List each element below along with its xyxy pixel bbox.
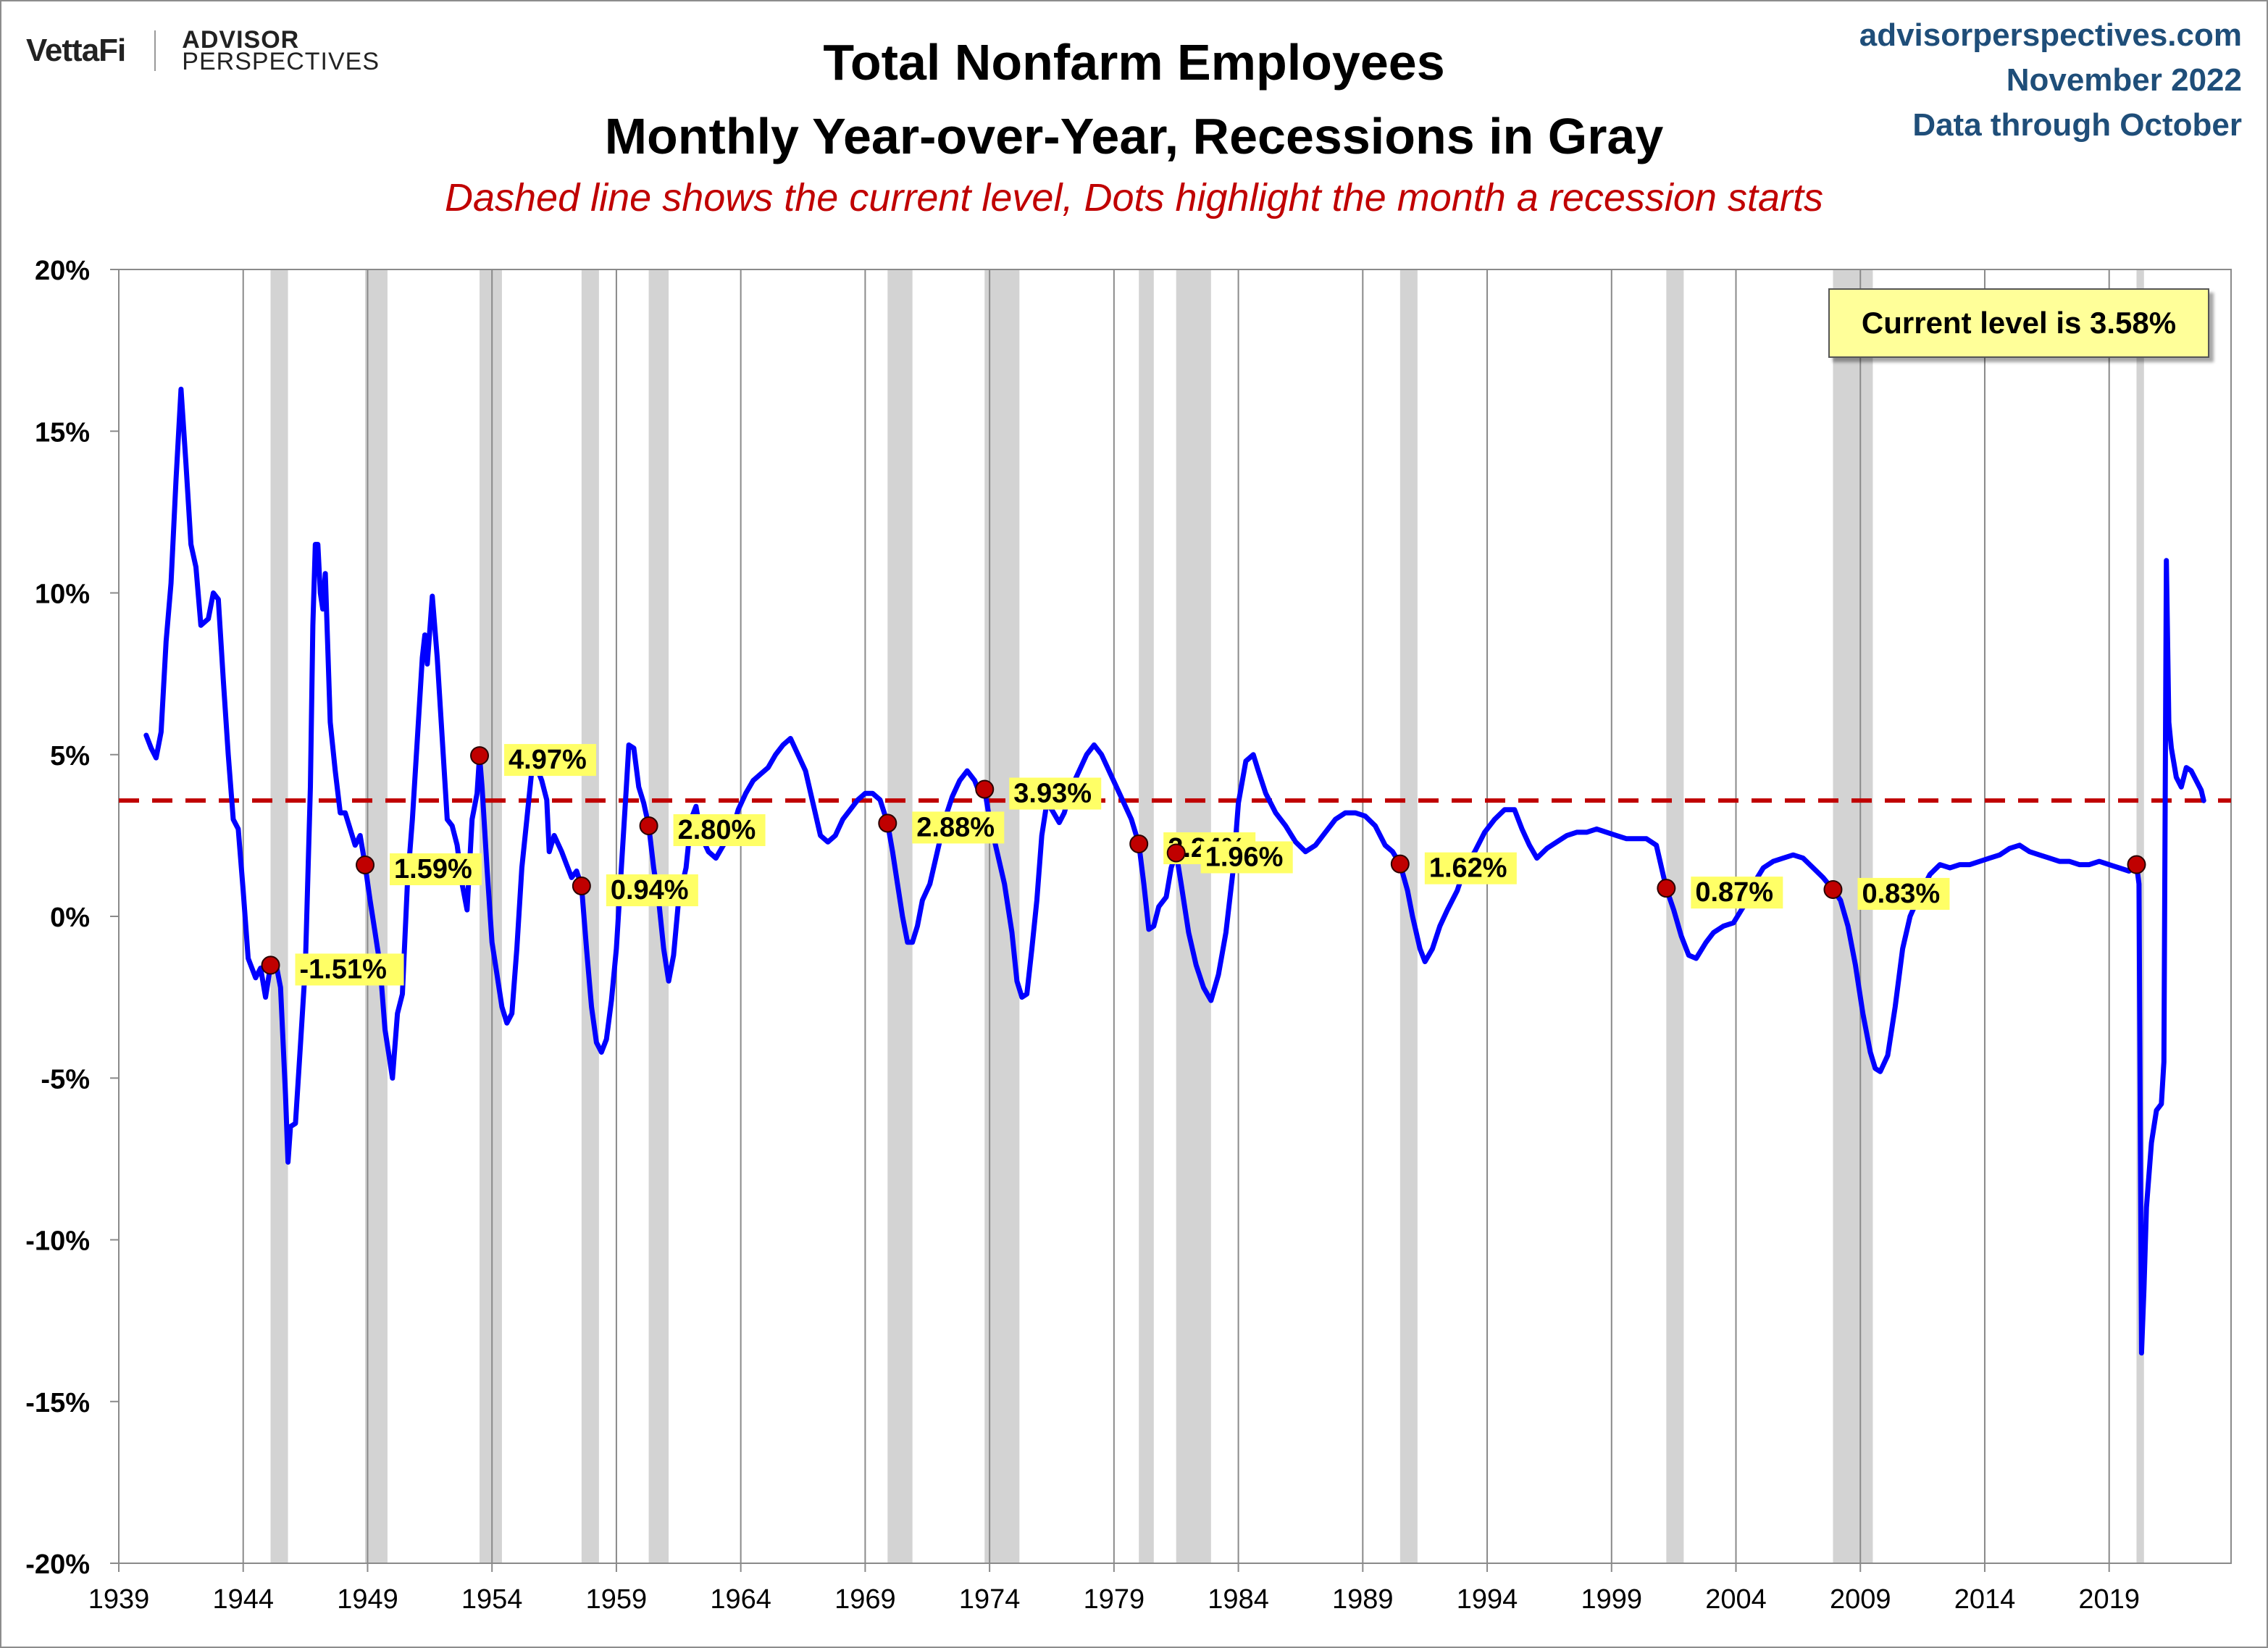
dot-label: -1.51% bbox=[300, 954, 387, 984]
dot-label-group: -1.51% bbox=[295, 953, 404, 986]
dot-label-group: 4.97% bbox=[504, 744, 597, 777]
x-tick-label: 1949 bbox=[337, 1584, 398, 1615]
dot-label-bg bbox=[912, 811, 1005, 844]
recession-band bbox=[365, 269, 388, 1563]
dot-label-group: 1.62% bbox=[1424, 852, 1517, 884]
logo-line-1: ADVISOR bbox=[182, 26, 300, 54]
dot-label-group: 0.83% bbox=[1857, 877, 1950, 910]
recession-start-dot bbox=[639, 816, 658, 835]
recession-start-dot bbox=[1166, 843, 1186, 863]
dot-label-bg bbox=[390, 853, 482, 886]
recession-band bbox=[1833, 269, 1873, 1563]
source-site: advisorperspectives.com bbox=[1859, 17, 2242, 53]
dot-label: 0.83% bbox=[1862, 879, 1940, 909]
y-tick-label: -15% bbox=[25, 1388, 90, 1418]
x-tick-label: 1979 bbox=[1084, 1584, 1145, 1615]
recession-start-dot bbox=[1390, 854, 1410, 874]
vettafi-wordmark: VettaFi bbox=[26, 33, 126, 68]
dot-label-group: 0.87% bbox=[1691, 877, 1783, 909]
dot-label: 0.94% bbox=[611, 875, 689, 905]
x-tick-label: 1969 bbox=[834, 1584, 896, 1615]
dot-label-bg bbox=[606, 874, 698, 907]
dot-label: 3.93% bbox=[1013, 779, 1092, 809]
dot-label-bg bbox=[1691, 877, 1783, 909]
dot-label-bg bbox=[295, 953, 404, 986]
chart-note: Dashed line shows the current level, Dot… bbox=[445, 176, 1823, 219]
dot-label-bg bbox=[1424, 852, 1517, 884]
dot-label-bg bbox=[1200, 841, 1293, 874]
y-tick-label: -20% bbox=[25, 1549, 90, 1580]
y-tick-label: 15% bbox=[35, 417, 90, 448]
recession-start-dot bbox=[470, 746, 490, 766]
recession-start-dot bbox=[261, 955, 280, 975]
dot-label: 1.62% bbox=[1429, 853, 1507, 884]
dot-label-bg bbox=[504, 744, 597, 777]
x-tick-label: 1974 bbox=[959, 1584, 1021, 1615]
recession-start-dot bbox=[1823, 879, 1843, 899]
dot-label: 1.96% bbox=[1205, 842, 1284, 872]
x-tick-label: 1939 bbox=[88, 1584, 150, 1615]
y-tick-label: 10% bbox=[35, 580, 90, 610]
dot-label: 2.88% bbox=[916, 812, 995, 842]
recession-start-dot bbox=[878, 813, 897, 833]
x-tick-label: 1944 bbox=[212, 1584, 274, 1615]
y-tick-label: -10% bbox=[25, 1226, 90, 1257]
dot-label-group: 1.59% bbox=[390, 853, 482, 886]
x-tick-label: 2019 bbox=[2078, 1584, 2140, 1615]
dot-label: 4.97% bbox=[509, 745, 587, 775]
recession-start-dot bbox=[1129, 834, 1149, 853]
logo-divider bbox=[154, 30, 156, 71]
recession-start-dot bbox=[975, 779, 995, 799]
chart-subtitle: Monthly Year-over-Year, Recessions in Gr… bbox=[604, 108, 1664, 164]
recession-start-dot bbox=[2127, 855, 2146, 874]
dot-label: 2.80% bbox=[678, 815, 756, 845]
vettafi-logo: VettaFi ADVISOR PERSPECTIVES bbox=[26, 26, 380, 75]
y-tick-label: -5% bbox=[41, 1064, 90, 1095]
y-tick-label: 5% bbox=[50, 741, 90, 771]
recession-start-dot bbox=[356, 856, 375, 875]
dot-label: 0.87% bbox=[1695, 877, 1773, 908]
dot-label-bg bbox=[1857, 877, 1950, 910]
x-tick-label: 2014 bbox=[1954, 1584, 2016, 1615]
dot-label-bg bbox=[673, 813, 766, 846]
x-tick-label: 2004 bbox=[1705, 1584, 1767, 1615]
recession-band bbox=[270, 269, 288, 1563]
x-tick-label: 1959 bbox=[586, 1584, 648, 1615]
dot-label: 1.59% bbox=[394, 854, 472, 884]
x-tick-label: 2009 bbox=[1830, 1584, 1891, 1615]
x-tick-label: 1964 bbox=[710, 1584, 771, 1615]
y-tick-label: 0% bbox=[50, 903, 90, 933]
source-note: Data through October bbox=[1912, 107, 2242, 143]
x-tick-label: 1954 bbox=[461, 1584, 523, 1615]
chart-title: Total Nonfarm Employees bbox=[823, 34, 1445, 91]
dot-label-group: 3.93% bbox=[1009, 777, 1102, 810]
dot-label-group: 0.94% bbox=[606, 874, 698, 907]
current-level-callout: Current level is 3.58% bbox=[1828, 288, 2209, 358]
x-tick-label: 1999 bbox=[1581, 1584, 1643, 1615]
dot-label-group: 1.96% bbox=[1200, 841, 1293, 874]
dot-label-group: 2.80% bbox=[673, 813, 766, 846]
dot-label-group: 2.88% bbox=[912, 811, 1005, 844]
recession-start-dot bbox=[572, 877, 591, 896]
dot-label-bg bbox=[1009, 777, 1102, 810]
source-date: November 2022 bbox=[2006, 62, 2242, 98]
x-tick-label: 1994 bbox=[1457, 1584, 1518, 1615]
plot-area bbox=[119, 269, 2231, 1563]
recession-band bbox=[1176, 269, 1211, 1563]
recession-start-dot bbox=[1657, 879, 1676, 898]
x-tick-label: 1989 bbox=[1332, 1584, 1394, 1615]
logo-line-2: PERSPECTIVES bbox=[182, 48, 380, 75]
x-tick-label: 1984 bbox=[1208, 1584, 1269, 1615]
advisor-perspectives-logo: ADVISOR PERSPECTIVES bbox=[182, 26, 380, 75]
recession-band bbox=[984, 269, 1020, 1563]
y-tick-label: 20% bbox=[35, 256, 90, 286]
